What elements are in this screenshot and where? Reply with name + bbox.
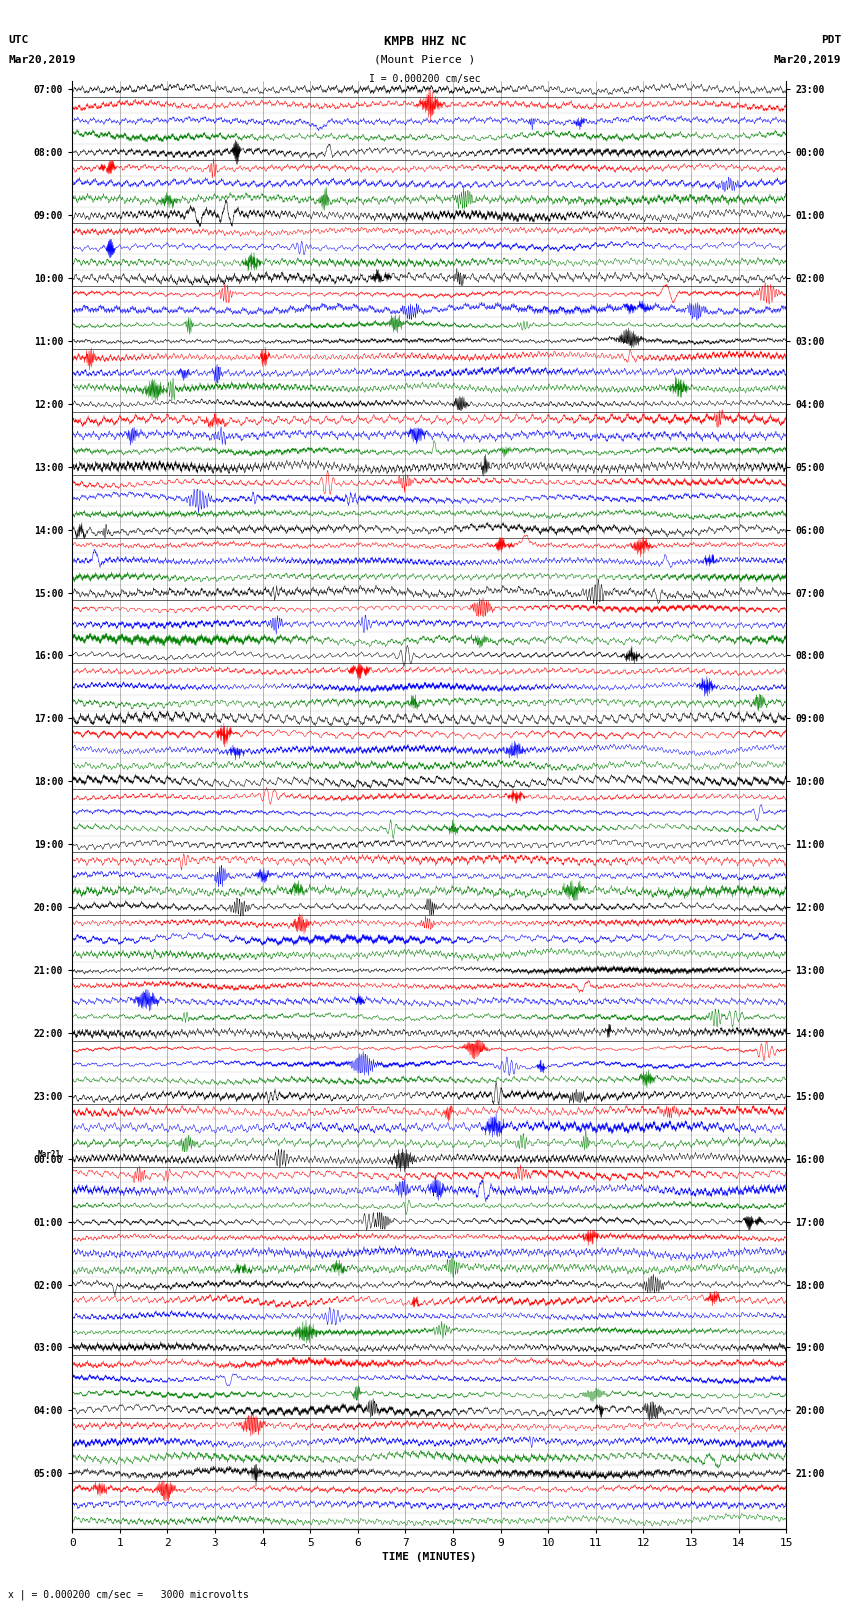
- Text: (Mount Pierce ): (Mount Pierce ): [374, 55, 476, 65]
- Text: Mar20,2019: Mar20,2019: [774, 55, 842, 65]
- Text: UTC: UTC: [8, 35, 29, 45]
- Text: Mar21,: Mar21,: [37, 1150, 65, 1158]
- Text: I = 0.000200 cm/sec: I = 0.000200 cm/sec: [369, 74, 481, 84]
- X-axis label: TIME (MINUTES): TIME (MINUTES): [382, 1552, 477, 1563]
- Text: PDT: PDT: [821, 35, 842, 45]
- Text: x | = 0.000200 cm/sec =   3000 microvolts: x | = 0.000200 cm/sec = 3000 microvolts: [8, 1589, 249, 1600]
- Text: KMPB HHZ NC: KMPB HHZ NC: [383, 35, 467, 48]
- Text: Mar20,2019: Mar20,2019: [8, 55, 76, 65]
